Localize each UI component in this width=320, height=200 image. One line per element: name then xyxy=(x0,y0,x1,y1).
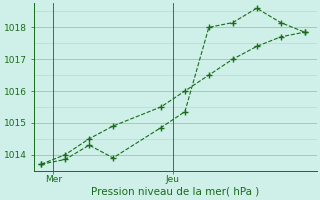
X-axis label: Pression niveau de la mer( hPa ): Pression niveau de la mer( hPa ) xyxy=(91,187,260,197)
